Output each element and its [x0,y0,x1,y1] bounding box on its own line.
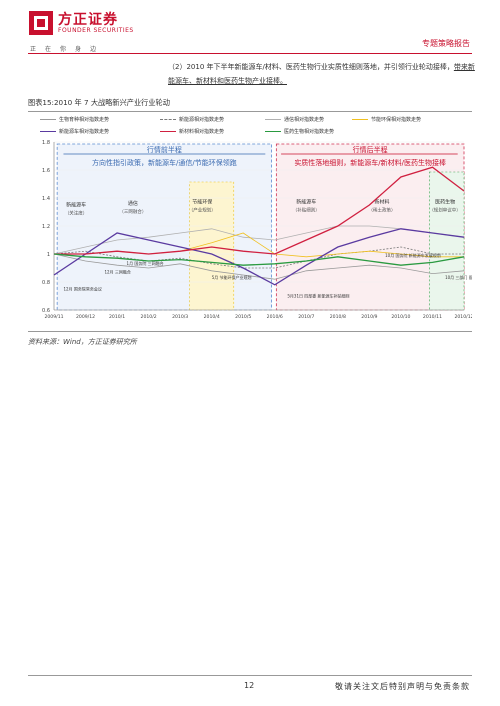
legend-label: 新能源相对指数走势 [179,117,225,123]
sector-label: 新能源车 [66,201,86,208]
figure-bottom-rule [28,331,472,332]
sector-sublabel: （规划审议中） [429,207,461,214]
legend-swatch [40,131,56,132]
legend-swatch [160,119,176,120]
legend-item: 节能环保相对指数走势 [352,116,421,123]
legend-item: 新材料相对指数走势 [160,128,224,135]
chart-annotation: 5月 节能环保产业规划 [212,274,252,280]
legend-swatch [265,131,281,132]
energy-saving-region [189,181,235,311]
sector-label: 新能源车 [296,199,316,206]
pharma-region [429,171,465,311]
y-tick-label: 1 [47,252,50,258]
sector-label: 通信 [128,200,138,207]
body-paragraph: （2）2010 年下半年新能源车/材料、医药生物行业实质性细则落地，并引领行业轮… [168,60,476,88]
chart-annotation: 12月 国务院常务会议 [63,285,101,291]
x-tick-label: 2010/4 [204,314,220,320]
sector-label: 医药生物 [435,199,455,206]
x-tick-label: 2010/5 [235,314,251,320]
legend-swatch [352,119,368,120]
series-line [53,225,465,255]
x-tick-label: 2010/9 [361,314,377,320]
sector-label: 新材料 [374,199,389,206]
legend-item: 通信相对指数走势 [265,116,324,123]
phase-subtitle: 方向性指引政策，新能源车/通信/节能环保领跑 [92,158,237,167]
y-tick-label: 0.8 [42,280,50,286]
figure-top-rule [28,111,472,112]
company-motto: 正在你身边 [30,46,106,53]
phase-region-first [56,143,273,311]
figure-source: 资料来源：Wind，方正证券研究所 [28,338,137,346]
logo-icon [29,11,53,35]
y-tick-label: 1.6 [42,168,50,174]
paragraph-text: （2）2010 年下半年新能源车/材料、医药生物行业实质性细则落地，并引领行业轮… [168,63,454,71]
legend-swatch [265,119,281,120]
company-logo-en: FOUNDER SECURITIES [58,27,134,34]
x-tick-label: 2010/12 [454,314,472,320]
x-tick-label: 2010/7 [298,314,314,320]
series-line [53,253,465,266]
legend-item: 医药生物相对指数走势 [265,128,334,135]
sector-sublabel: （稀土政策） [369,207,396,214]
legend-swatch [160,131,176,132]
series-line [54,166,465,255]
y-tick-label: 1.4 [42,196,50,202]
chart-annotation: 10月 国务院 新能源车发展规划 [385,252,441,258]
sector-sublabel: （三网融合） [119,208,146,215]
x-tick-label: 2010/1 [109,314,125,320]
legend-swatch [40,119,56,120]
legend-label: 通信相对指数走势 [284,117,325,123]
paragraph-underlined: 带来新能源车、新材料和医药生物产业接棒。 [168,63,475,85]
y-tick-label: 1.8 [42,140,50,146]
x-tick-label: 2010/2 [141,314,157,320]
legend-label: 新能源车相对指数走势 [59,129,110,135]
company-logo-text: 方正证券 [58,12,118,28]
header-divider [28,53,472,54]
x-tick-label: 2010/11 [423,314,442,320]
sector-sublabel: （补贴细则） [293,207,320,214]
legend-label: 医药生物相对指数走势 [284,129,335,135]
x-tick-label: 2010/3 [172,314,188,320]
y-tick-label: 0.6 [42,308,50,314]
chart-annotation: 10月 三部门 医药生物产业规划 [445,274,472,280]
footer-disclaimer: 敬请关注文后特别声明与免责条款 [335,682,470,691]
figure-title: 图表15:2010 年 7 大战略新兴产业行业轮动 [28,98,170,107]
x-tick-label: 2009/12 [76,314,95,320]
chart-annotation: 12月 三网融合 [104,269,130,275]
sector-sublabel: （产业规划） [189,207,216,214]
sector-sublabel: （关注度） [65,209,88,216]
legend-item: 新能源相对指数走势 [160,116,224,123]
phase-title: 行情前半程 [147,145,182,154]
x-tick-label: 2009/11 [44,314,63,320]
phase-subtitle: 实质性落地细则，新能源车/新材料/医药生物接棒 [294,158,446,167]
y-tick-label: 1.2 [42,224,50,230]
x-tick-label: 2010/8 [330,314,346,320]
series-line [53,228,465,286]
page-number: 12 [244,681,255,690]
x-tick-label: 2010/10 [391,314,410,320]
report-type: 专题策略报告 [422,39,470,48]
x-tick-label: 2010/6 [267,314,283,320]
series-line [53,246,464,269]
sector-label: 节能环保 [192,199,212,206]
legend-label: 新材料相对指数走势 [179,129,225,135]
footer-divider [28,675,472,676]
legend-label: 生物育种相对指数走势 [59,117,110,123]
chart-annotation: 1月 国务院 三网融合 [127,260,164,266]
phase-title: 行情后半程 [353,145,388,154]
legend-item: 生物育种相对指数走势 [40,116,109,123]
legend-label: 节能环保相对指数走势 [371,117,422,123]
chart-annotation: 5月31日 四部委 新能源车补贴细则 [287,292,349,298]
legend-item: 新能源车相对指数走势 [40,128,109,135]
